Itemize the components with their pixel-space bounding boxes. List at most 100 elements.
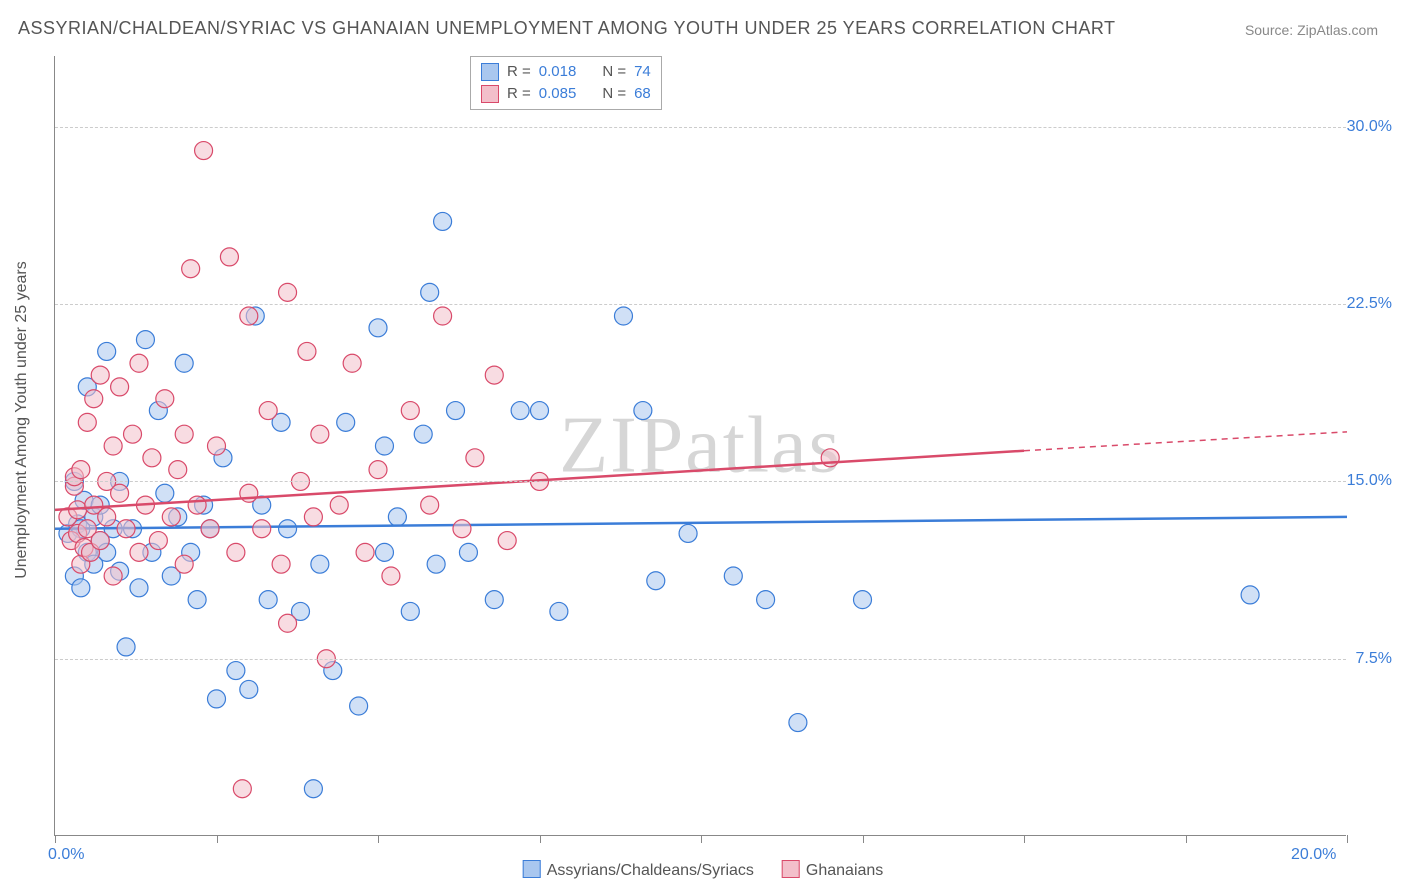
scatter-point bbox=[350, 697, 368, 715]
scatter-point bbox=[279, 614, 297, 632]
x-tick bbox=[1024, 835, 1025, 843]
correlation-legend: R = 0.018 N = 74 R = 0.085 N = 68 bbox=[470, 56, 662, 110]
scatter-point bbox=[434, 307, 452, 325]
scatter-point bbox=[375, 437, 393, 455]
scatter-point bbox=[175, 555, 193, 573]
scatter-point bbox=[240, 680, 258, 698]
scatter-point bbox=[369, 319, 387, 337]
x-tick bbox=[863, 835, 864, 843]
scatter-point bbox=[485, 591, 503, 609]
scatter-point bbox=[550, 602, 568, 620]
scatter-point bbox=[279, 520, 297, 538]
scatter-point bbox=[117, 638, 135, 656]
scatter-point bbox=[162, 508, 180, 526]
x-tick bbox=[540, 835, 541, 843]
scatter-point bbox=[111, 484, 129, 502]
regression-line-dashed bbox=[1024, 432, 1347, 451]
scatter-point bbox=[485, 366, 503, 384]
scatter-point bbox=[104, 437, 122, 455]
scatter-point bbox=[259, 402, 277, 420]
scatter-point bbox=[1241, 586, 1259, 604]
scatter-point bbox=[233, 780, 251, 798]
scatter-point bbox=[169, 461, 187, 479]
y-tick-label: 7.5% bbox=[1356, 650, 1392, 668]
scatter-point bbox=[130, 579, 148, 597]
scatter-point bbox=[72, 461, 90, 479]
scatter-point bbox=[227, 543, 245, 561]
chart-title: ASSYRIAN/CHALDEAN/SYRIAC VS GHANAIAN UNE… bbox=[18, 18, 1116, 39]
scatter-point bbox=[511, 402, 529, 420]
grid-line bbox=[55, 127, 1346, 128]
x-tick bbox=[378, 835, 379, 843]
scatter-point bbox=[337, 413, 355, 431]
scatter-point bbox=[531, 402, 549, 420]
scatter-point bbox=[104, 567, 122, 585]
scatter-point bbox=[854, 591, 872, 609]
legend-item: Assyrians/Chaldeans/Syriacs bbox=[523, 860, 754, 880]
scatter-point bbox=[240, 307, 258, 325]
scatter-point bbox=[304, 780, 322, 798]
scatter-point bbox=[421, 496, 439, 514]
scatter-point bbox=[130, 543, 148, 561]
legend-n-value: 74 bbox=[634, 61, 651, 83]
scatter-point bbox=[382, 567, 400, 585]
scatter-point bbox=[401, 402, 419, 420]
scatter-point bbox=[143, 449, 161, 467]
scatter-point bbox=[498, 532, 516, 550]
x-tick bbox=[55, 835, 56, 843]
legend-label: Ghanaians bbox=[806, 862, 883, 879]
plot-area: ZIPatlas bbox=[54, 56, 1346, 836]
legend-r-value: 0.085 bbox=[539, 83, 577, 105]
regression-line bbox=[55, 451, 1024, 510]
scatter-point bbox=[427, 555, 445, 573]
y-axis-label: Unemployment Among Youth under 25 years bbox=[13, 261, 31, 579]
x-tick bbox=[1186, 835, 1187, 843]
scatter-point bbox=[304, 508, 322, 526]
scatter-point bbox=[111, 378, 129, 396]
scatter-point bbox=[220, 248, 238, 266]
scatter-point bbox=[311, 555, 329, 573]
scatter-point bbox=[175, 425, 193, 443]
scatter-point bbox=[149, 532, 167, 550]
scatter-point bbox=[91, 366, 109, 384]
x-tick bbox=[701, 835, 702, 843]
regression-line bbox=[55, 517, 1347, 529]
scatter-point bbox=[757, 591, 775, 609]
scatter-point bbox=[201, 520, 219, 538]
legend-swatch bbox=[481, 63, 499, 81]
scatter-point bbox=[188, 496, 206, 514]
scatter-point bbox=[459, 543, 477, 561]
scatter-point bbox=[208, 690, 226, 708]
scatter-point bbox=[91, 532, 109, 550]
scatter-point bbox=[614, 307, 632, 325]
scatter-point bbox=[156, 484, 174, 502]
legend-item: Ghanaians bbox=[782, 860, 883, 880]
series-legend: Assyrians/Chaldeans/Syriacs Ghanaians bbox=[523, 860, 884, 880]
scatter-point bbox=[227, 662, 245, 680]
scatter-point bbox=[124, 425, 142, 443]
scatter-point bbox=[298, 342, 316, 360]
scatter-point bbox=[182, 260, 200, 278]
legend-row: R = 0.018 N = 74 bbox=[481, 61, 651, 83]
scatter-point bbox=[253, 520, 271, 538]
scatter-point bbox=[311, 425, 329, 443]
legend-swatch bbox=[481, 85, 499, 103]
scatter-point bbox=[724, 567, 742, 585]
scatter-point bbox=[388, 508, 406, 526]
scatter-point bbox=[421, 283, 439, 301]
legend-swatch bbox=[523, 860, 541, 878]
scatter-point bbox=[447, 402, 465, 420]
scatter-point bbox=[789, 714, 807, 732]
y-tick-label: 15.0% bbox=[1347, 472, 1392, 490]
x-tick-label: 0.0% bbox=[48, 846, 84, 864]
scatter-point bbox=[679, 524, 697, 542]
legend-swatch bbox=[782, 860, 800, 878]
scatter-point bbox=[401, 602, 419, 620]
scatter-point bbox=[130, 354, 148, 372]
scatter-point bbox=[98, 508, 116, 526]
scatter-point bbox=[175, 354, 193, 372]
scatter-point bbox=[208, 437, 226, 455]
grid-line bbox=[55, 481, 1346, 482]
scatter-point bbox=[279, 283, 297, 301]
grid-line bbox=[55, 304, 1346, 305]
